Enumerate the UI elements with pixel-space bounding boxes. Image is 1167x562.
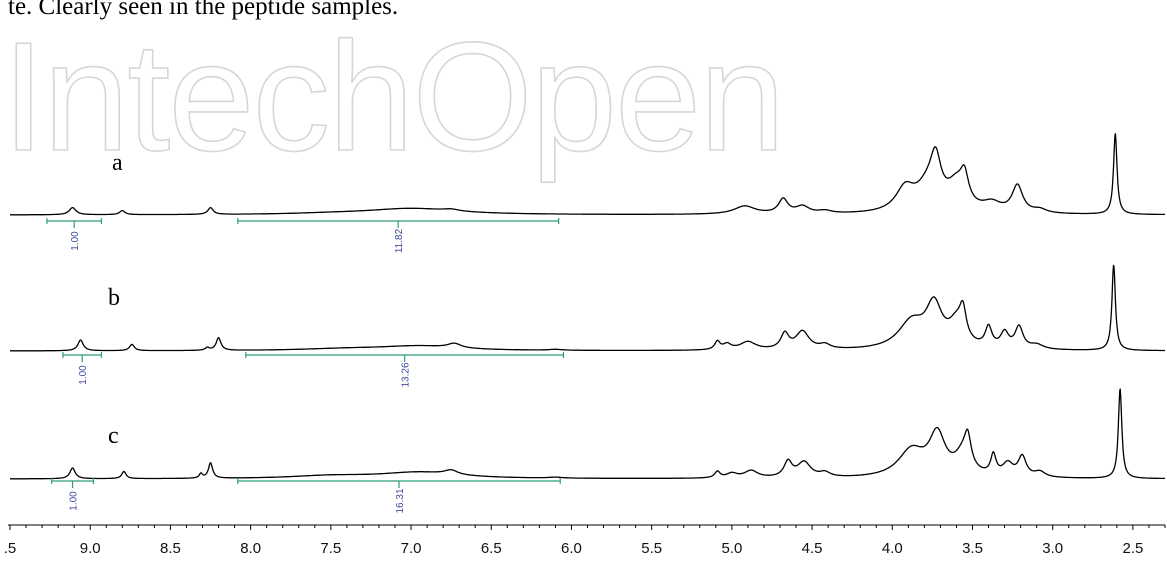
- integral-value-c-2: 16.31: [395, 488, 406, 513]
- header-text-fragment: te. Clearly seen in the peptide samples.: [8, 0, 399, 20]
- spectrum-trace-a: [9, 133, 1166, 216]
- x-tick-label: .5: [4, 540, 17, 557]
- integral-c-1: 1.00: [51, 478, 95, 511]
- integral-a-1: 1.00: [46, 218, 103, 251]
- x-tick-label: 6.0: [561, 540, 582, 557]
- integral-value-a-1: 1.00: [70, 231, 81, 251]
- integral-a-2: 11.82: [237, 218, 560, 253]
- x-tick-label: 7.0: [401, 540, 422, 557]
- x-tick-label: 5.5: [641, 540, 662, 557]
- integral-c-2: 16.31: [237, 478, 561, 514]
- integral-value-a-2: 11.82: [394, 228, 405, 253]
- integral-b-2: 13.26: [245, 352, 565, 388]
- spectrum-label-c: c: [108, 423, 119, 449]
- x-tick-label: 3.5: [962, 540, 983, 557]
- x-tick-label: 6.5: [481, 540, 502, 557]
- spectrum-label-b: b: [108, 285, 120, 311]
- spectrum-b: b 1.00 13.26: [9, 264, 1166, 388]
- watermark: IntechOpen: [2, 10, 783, 183]
- x-tick-label: 8.5: [160, 540, 181, 557]
- x-tick-label: 2.5: [1122, 540, 1143, 557]
- x-tick-label: 9.0: [80, 540, 101, 557]
- spectrum-trace-c: [9, 388, 1166, 480]
- x-tick-label: 4.5: [802, 540, 823, 557]
- x-axis: .5 9.0 8.5 8.0 7.5 7.0 6.5 6.0 5.5 5.0 4.5 4.0 3.5 3.…: [4, 524, 1166, 557]
- spectrum-c: c 1.00 16.31: [9, 388, 1166, 514]
- integral-value-b-2: 13.26: [401, 362, 412, 387]
- spectrum-label-a: a: [112, 150, 123, 176]
- integral-value-c-1: 1.00: [69, 491, 80, 511]
- integral-b-1: 1.00: [62, 352, 103, 385]
- integral-value-b-1: 1.00: [78, 365, 89, 385]
- x-tick-label: 3.0: [1042, 540, 1063, 557]
- spectrum-trace-b: [9, 264, 1166, 352]
- x-tick-label: 5.0: [721, 540, 742, 557]
- x-tick-label: 8.0: [240, 540, 261, 557]
- x-tick-label: 7.5: [320, 540, 341, 557]
- spectra-group: a 1.00 11.82 b 1.00 13.26 c 1.00 16.31: [9, 133, 1166, 514]
- x-tick-label: 4.0: [882, 540, 903, 557]
- spectrum-a: a 1.00 11.82: [9, 133, 1166, 253]
